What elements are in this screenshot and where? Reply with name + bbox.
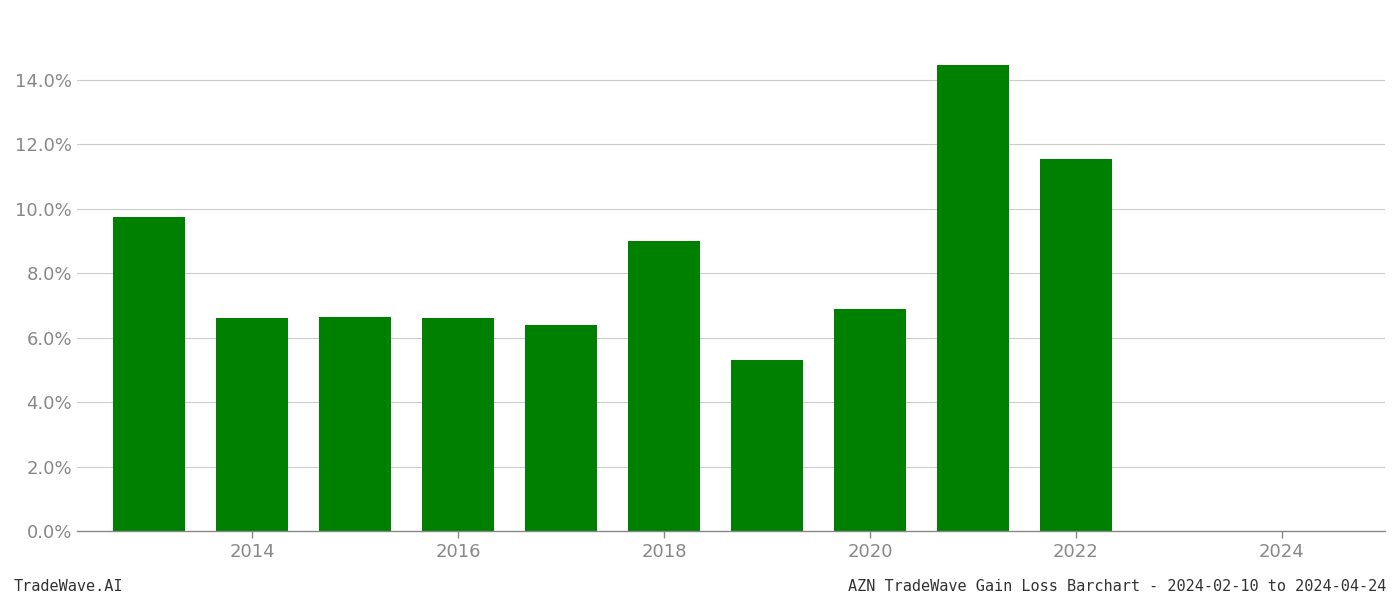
Bar bbox=[319, 317, 391, 531]
Bar bbox=[937, 65, 1009, 531]
Bar bbox=[731, 360, 804, 531]
Text: TradeWave.AI: TradeWave.AI bbox=[14, 579, 123, 594]
Bar bbox=[525, 325, 596, 531]
Bar bbox=[421, 318, 494, 531]
Bar bbox=[216, 318, 288, 531]
Bar bbox=[1040, 158, 1112, 531]
Bar bbox=[113, 217, 185, 531]
Bar bbox=[834, 308, 906, 531]
Text: AZN TradeWave Gain Loss Barchart - 2024-02-10 to 2024-04-24: AZN TradeWave Gain Loss Barchart - 2024-… bbox=[847, 579, 1386, 594]
Bar bbox=[629, 241, 700, 531]
